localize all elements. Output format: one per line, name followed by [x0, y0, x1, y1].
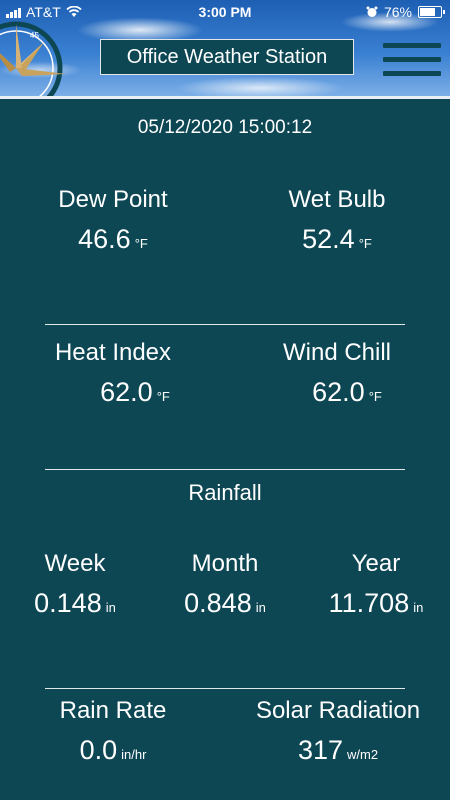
wet-bulb-cell: Wet Bulb 52.4 °F: [262, 186, 412, 255]
dew-point-cell: Dew Point 46.6 °F: [38, 186, 188, 255]
header-divider: [0, 96, 450, 99]
dew-point-label: Dew Point: [58, 186, 168, 213]
signal-icon: [6, 7, 21, 18]
rain-year-value: 11.708 in: [328, 588, 424, 618]
wet-bulb-value: 52.4 °F: [302, 224, 372, 254]
rain-week-label: Week: [44, 550, 106, 577]
wifi-icon: [66, 6, 82, 17]
rain-rate-label: Rain Rate: [59, 697, 167, 724]
rain-week-cell: Week 0.148 in: [10, 550, 140, 619]
reading-timestamp: 05/12/2020 15:00:12: [137, 117, 313, 138]
rain-rate-cell: Rain Rate 0.0 in/hr: [38, 697, 188, 766]
divider-1: [45, 324, 405, 325]
rain-rate-unit: in/hr: [121, 747, 147, 762]
solar-radiation-unit: w/m2: [347, 747, 379, 762]
heat-index-value: 62.0 °F: [100, 377, 170, 407]
alarm-icon: [366, 6, 378, 17]
rainfall-title: Rainfall: [188, 480, 262, 505]
divider-2: [45, 469, 405, 470]
wind-chill-cell: Wind Chill 62.0 °F: [262, 339, 412, 408]
svg-text:45: 45: [30, 31, 39, 40]
battery-icon: [418, 6, 445, 18]
station-title: Office Weather Station: [126, 45, 328, 68]
rain-week-value: 0.148 in: [34, 588, 116, 618]
heat-index-label: Heat Index: [54, 339, 172, 366]
rain-rate-value: 0.0 in/hr: [79, 735, 147, 765]
wet-bulb-unit: °F: [358, 236, 372, 251]
wind-chill-unit: °F: [368, 389, 382, 404]
rain-week-unit: in: [105, 600, 116, 615]
solar-radiation-label: Solar Radiation: [255, 697, 421, 724]
status-time: 3:00 PM: [198, 4, 252, 20]
rain-month-cell: Month 0.848 in: [160, 550, 290, 619]
heat-index-cell: Heat Index 62.0 °F: [38, 339, 188, 408]
rain-month-value: 0.848 in: [184, 588, 266, 618]
battery-fill: [420, 8, 436, 16]
battery-percent: 76%: [383, 4, 412, 20]
rain-year-label: Year: [351, 550, 401, 577]
status-bar: AT&T 3:00 PM 76%: [0, 0, 450, 26]
divider-3: [45, 688, 405, 689]
solar-radiation-value: 317 w/m2: [297, 735, 379, 765]
dew-point-unit: °F: [134, 236, 148, 251]
carrier-label: AT&T: [26, 4, 61, 20]
hamburger-menu-icon[interactable]: [383, 41, 441, 79]
compass-logo-icon: 45: [0, 21, 66, 98]
rain-month-label: Month: [191, 550, 259, 577]
rain-year-unit: in: [413, 600, 424, 615]
header-banner: 45 Office Weather Station: [0, 0, 450, 98]
solar-radiation-cell: Solar Radiation 317 w/m2: [240, 697, 436, 766]
wind-chill-value: 62.0 °F: [312, 377, 382, 407]
wet-bulb-label: Wet Bulb: [288, 186, 386, 213]
dew-point-value: 46.6 °F: [78, 224, 148, 254]
station-title-button[interactable]: Office Weather Station: [100, 39, 354, 75]
heat-index-unit: °F: [156, 389, 170, 404]
rain-month-unit: in: [255, 600, 266, 615]
rain-year-cell: Year 11.708 in: [308, 550, 444, 619]
wind-chill-label: Wind Chill: [282, 339, 392, 366]
